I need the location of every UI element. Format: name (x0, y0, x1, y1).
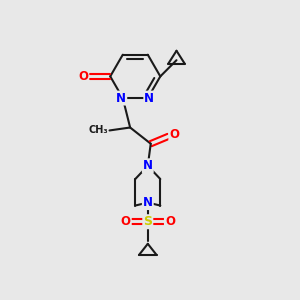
Text: N: N (143, 196, 153, 209)
Text: O: O (78, 70, 88, 83)
Text: O: O (121, 215, 131, 228)
Text: N: N (116, 92, 126, 105)
Text: O: O (169, 128, 179, 141)
Text: S: S (143, 215, 152, 228)
Text: CH₃: CH₃ (88, 125, 108, 136)
Text: O: O (165, 215, 175, 228)
Text: N: N (143, 159, 153, 172)
Text: N: N (144, 92, 154, 105)
